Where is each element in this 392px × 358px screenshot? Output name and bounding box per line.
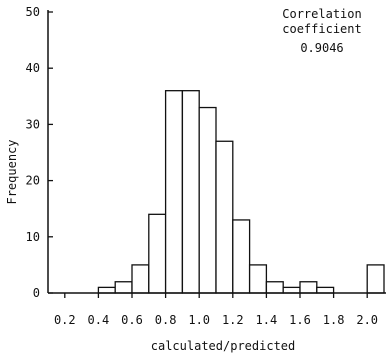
y-tick-label: 40 [26,61,40,75]
x-tick-label: 1.6 [289,313,311,327]
x-axis-ticks: 0.2 0.4 0.6 0.8 1.0 1.2 1.4 1.6 1.8 2.0 [54,293,378,327]
histogram-bar [114,281,133,294]
histogram-bar [181,90,200,294]
histogram-bar [97,286,116,294]
x-tick-label: 2.0 [356,313,378,327]
correlation-annotation: Correlation coefficient 0.9046 [282,7,361,55]
histogram-bar [265,281,284,294]
x-tick-label: 0.4 [88,313,110,327]
histogram-bar [198,106,217,294]
y-tick-label: 50 [26,5,40,19]
y-tick-label: 20 [26,174,40,188]
x-tick-label: 1.2 [222,313,244,327]
x-tick-label: 0.8 [155,313,177,327]
y-axis-title: Frequency [5,139,19,204]
x-axis-title: calculated/predicted [151,339,296,353]
histogram-bar [215,140,234,294]
histogram-bar [131,264,150,294]
histogram-bar [299,281,318,294]
histogram-bar [282,286,301,294]
annotation-line-1: Correlation [282,7,361,21]
histogram-bar [148,213,167,294]
y-tick-label: 30 [26,117,40,131]
x-tick-label: 1.8 [323,313,345,327]
chart-axes [47,10,386,294]
x-tick-label: 1.4 [256,313,278,327]
x-tick-label: 0.6 [121,313,143,327]
annotation-line-2: coefficient [282,22,361,36]
y-axis-ticks: 0 10 20 30 40 50 [26,5,53,300]
histogram-bar [248,264,268,294]
y-tick-label: 10 [26,230,40,244]
histogram-bars [97,90,385,294]
histogram-bar [366,264,385,294]
histogram-bar [232,219,251,294]
y-tick-label: 0 [33,286,40,300]
annotation-value: 0.9046 [300,41,343,55]
histogram-bar [316,286,335,294]
histogram-bar [164,90,184,294]
x-tick-label: 1.0 [188,313,210,327]
x-tick-label: 0.2 [54,313,76,327]
